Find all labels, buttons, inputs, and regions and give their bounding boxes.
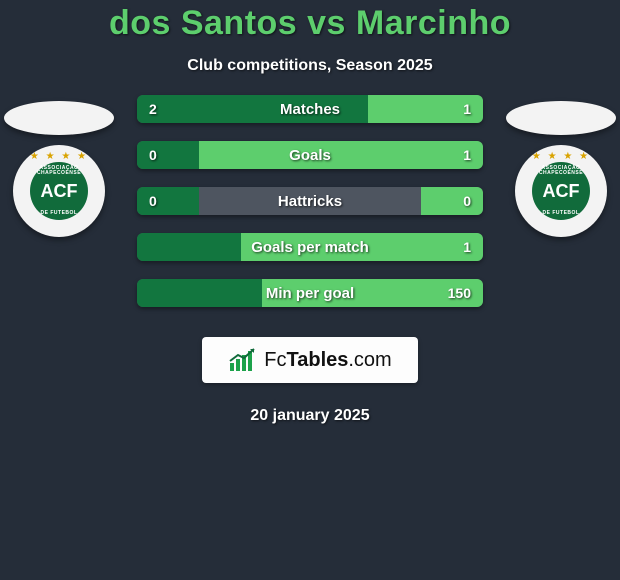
stat-bars: 21Matches01Goals00Hattricks1Goals per ma… bbox=[137, 95, 483, 307]
stat-value-left: 2 bbox=[137, 95, 169, 123]
stat-value-right: 150 bbox=[436, 279, 483, 307]
player-right-avatar bbox=[506, 101, 616, 135]
stat-row: 150Min per goal bbox=[137, 279, 483, 307]
stat-value-left: 0 bbox=[137, 141, 169, 169]
stat-value-right: 0 bbox=[451, 187, 483, 215]
player-left-column: ★ ★ ★ ★ ASSOCIAÇÃO CHAPECOENSE ACF DE FU… bbox=[4, 101, 114, 237]
brand-chart-icon bbox=[228, 347, 258, 373]
stat-value-right: 1 bbox=[451, 95, 483, 123]
footer-date: 20 january 2025 bbox=[0, 407, 620, 425]
stat-row: 00Hattricks bbox=[137, 187, 483, 215]
player-right-crest: ★ ★ ★ ★ ASSOCIAÇÃO CHAPECOENSE ACF DE FU… bbox=[515, 145, 607, 237]
crest-badge-icon: ASSOCIAÇÃO CHAPECOENSE ACF DE FUTEBOL bbox=[532, 162, 590, 220]
player-left-crest: ★ ★ ★ ★ ASSOCIAÇÃO CHAPECOENSE ACF DE FU… bbox=[13, 145, 105, 237]
crest-text: ACF bbox=[41, 182, 78, 200]
stat-value-left bbox=[137, 279, 161, 307]
brand-bold: Tables bbox=[287, 349, 349, 371]
comparison-layout: ★ ★ ★ ★ ASSOCIAÇÃO CHAPECOENSE ACF DE FU… bbox=[0, 95, 620, 307]
stat-value-left: 0 bbox=[137, 187, 169, 215]
brand-suffix: .com bbox=[348, 349, 391, 371]
page-title: dos Santos vs Marcinho bbox=[0, 4, 620, 43]
crest-stars-icon: ★ ★ ★ ★ bbox=[13, 151, 105, 162]
crest-text: ACF bbox=[543, 182, 580, 200]
header: dos Santos vs Marcinho Club competitions… bbox=[0, 0, 620, 75]
page-subtitle: Club competitions, Season 2025 bbox=[0, 57, 620, 75]
stat-row: 01Goals bbox=[137, 141, 483, 169]
stat-fill-right bbox=[241, 233, 483, 261]
brand-badge: FcTables.com bbox=[202, 337, 418, 383]
stat-value-left bbox=[137, 233, 161, 261]
stat-value-right: 1 bbox=[451, 141, 483, 169]
brand-text: FcTables.com bbox=[264, 349, 391, 372]
stat-value-right: 1 bbox=[451, 233, 483, 261]
stat-fill-left bbox=[137, 95, 368, 123]
crest-stars-icon: ★ ★ ★ ★ bbox=[515, 151, 607, 162]
player-left-avatar bbox=[4, 101, 114, 135]
crest-arc-top: ASSOCIAÇÃO CHAPECOENSE bbox=[30, 166, 88, 176]
stat-row: 21Matches bbox=[137, 95, 483, 123]
stat-row: 1Goals per match bbox=[137, 233, 483, 261]
player-right-column: ★ ★ ★ ★ ASSOCIAÇÃO CHAPECOENSE ACF DE FU… bbox=[506, 101, 616, 237]
crest-arc-bot: DE FUTEBOL bbox=[532, 211, 590, 216]
crest-arc-top: ASSOCIAÇÃO CHAPECOENSE bbox=[532, 166, 590, 176]
crest-badge-icon: ASSOCIAÇÃO CHAPECOENSE ACF DE FUTEBOL bbox=[30, 162, 88, 220]
crest-arc-bot: DE FUTEBOL bbox=[30, 211, 88, 216]
stat-fill-right bbox=[199, 141, 483, 169]
brand-prefix: Fc bbox=[264, 349, 286, 371]
